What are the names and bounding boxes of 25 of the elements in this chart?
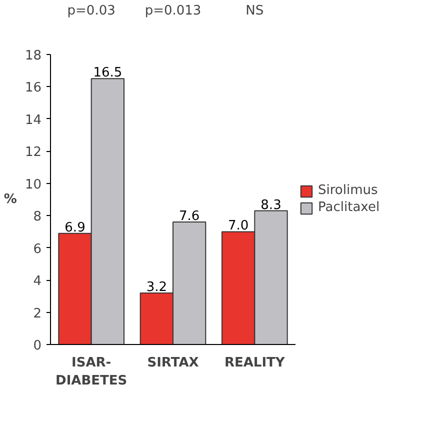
y-axis-title: % <box>4 192 17 207</box>
legend-label: Sirolimus <box>318 183 378 198</box>
y-tick-label: 16 <box>24 80 42 96</box>
y-tick-label: 2 <box>33 306 42 322</box>
x-tick-label: REALITY <box>224 356 286 370</box>
x-tick-label: SIRTAX <box>147 356 199 370</box>
y-tick-label: 0 <box>33 338 42 354</box>
y-tick-label: 18 <box>24 48 42 64</box>
data-label: 7.0 <box>228 218 249 234</box>
y-tick-label: 6 <box>33 242 42 257</box>
text: NS <box>246 4 264 18</box>
data-label: 8.3 <box>260 198 282 213</box>
y-tick-label: 10 <box>24 177 42 192</box>
data-label: 16.5 <box>93 66 122 81</box>
data-label: 7.6 <box>178 209 200 224</box>
data-label: 6.9 <box>64 220 86 236</box>
y-tick-label: 12 <box>24 145 42 160</box>
legend-label: Paclitaxel <box>318 200 380 215</box>
y-tick-label: 8 <box>33 210 42 225</box>
y-tick-label: 4 <box>33 274 42 290</box>
text: p=0.03 <box>67 4 116 18</box>
text: p=0.013 <box>144 4 202 18</box>
y-tick-label: 14 <box>24 112 42 128</box>
data-label: 3.2 <box>146 280 168 295</box>
x-tick-label: ISAR-DIABETES <box>56 356 128 388</box>
